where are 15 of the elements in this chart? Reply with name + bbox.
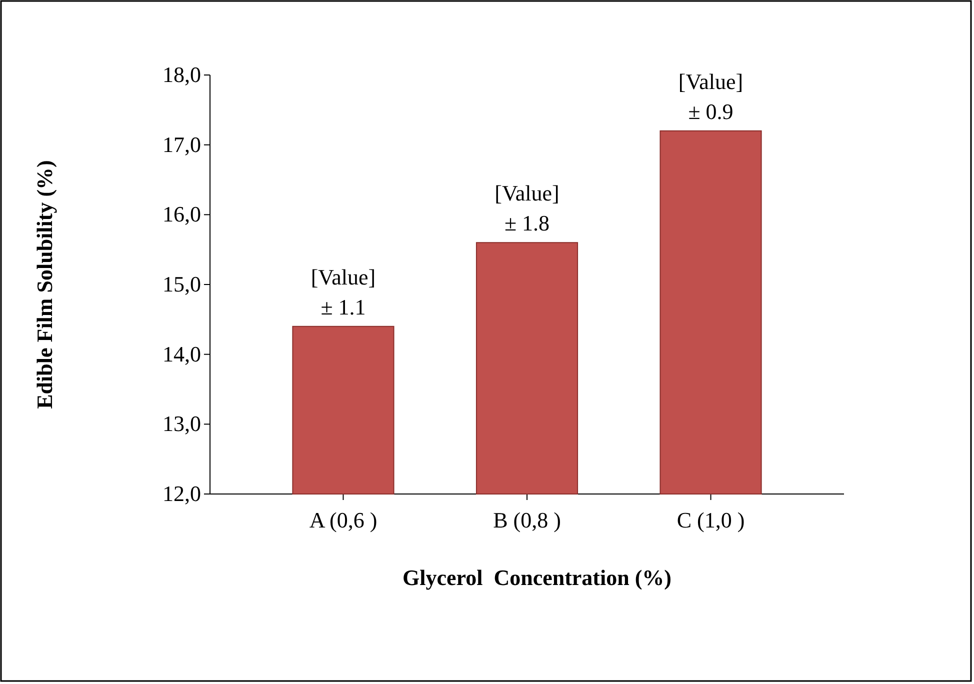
x-axis-title: Glycerol Concentration (%) bbox=[402, 565, 672, 590]
y-tick-label: 18,0 bbox=[162, 62, 201, 88]
x-tick-label: C (1,0 ) bbox=[676, 508, 745, 533]
y-tick-label: 17,0 bbox=[162, 132, 201, 157]
annotation: [Value] ± 1.1 bbox=[310, 264, 376, 320]
y-tick-label: 12,0 bbox=[162, 481, 201, 506]
y-tick-label: 15,0 bbox=[162, 272, 201, 297]
y-tick-label: 16,0 bbox=[162, 202, 201, 227]
x-tick-label: B (0,8 ) bbox=[493, 508, 561, 533]
annotation: [Value] ± 1.8 bbox=[494, 180, 560, 236]
y-tick-label: 14,0 bbox=[162, 341, 201, 366]
y-axis-title: Edible Film Solubility (%) bbox=[32, 160, 57, 409]
annotation: [Value] ± 0.9 bbox=[678, 68, 744, 124]
x-tick-label: A (0,6 ) bbox=[309, 508, 378, 533]
y-tick-label: 13,0 bbox=[162, 411, 201, 436]
